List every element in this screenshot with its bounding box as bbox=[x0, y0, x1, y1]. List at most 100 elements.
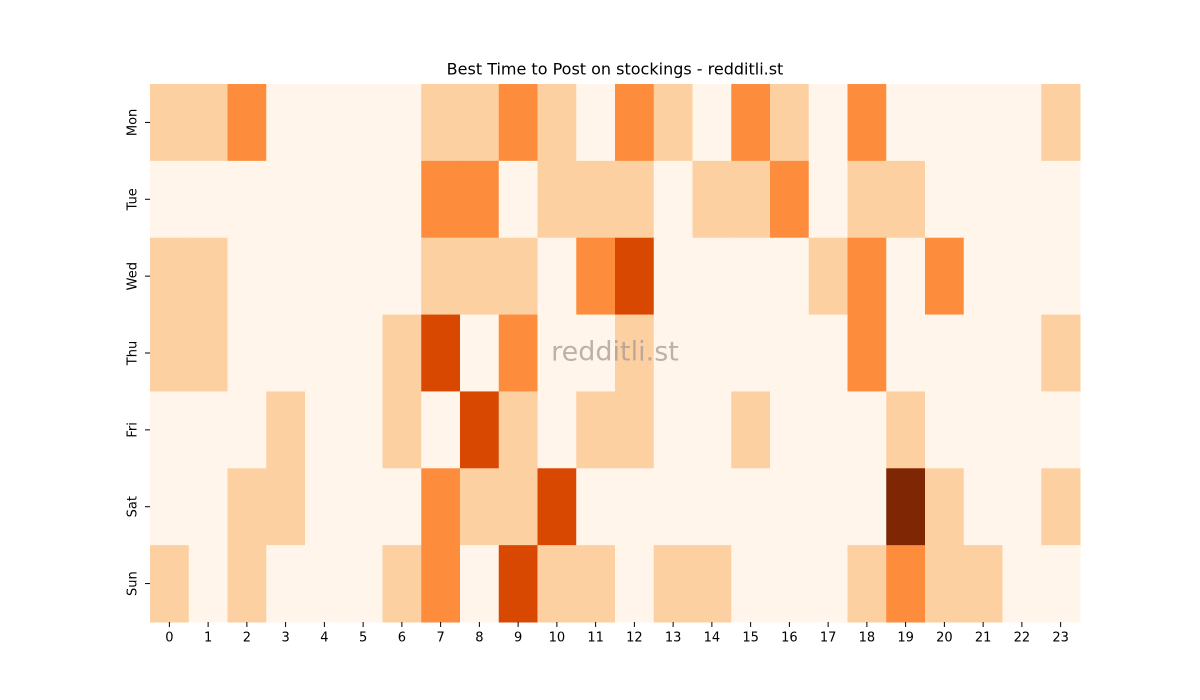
heat-cell bbox=[615, 545, 655, 623]
heat-cell bbox=[537, 468, 577, 546]
heat-cell bbox=[382, 545, 422, 623]
heat-cell bbox=[227, 545, 267, 623]
x-tick-label: 0 bbox=[165, 631, 173, 646]
heat-cell bbox=[925, 84, 965, 162]
heat-cell bbox=[925, 160, 965, 239]
heat-cell bbox=[188, 545, 228, 623]
heat-cell bbox=[808, 545, 848, 623]
x-tick-label: 5 bbox=[359, 631, 367, 646]
heat-cell bbox=[305, 84, 345, 162]
y-tick-label: Mon bbox=[126, 109, 141, 136]
x-tick-label: 3 bbox=[281, 631, 289, 646]
heat-cell bbox=[963, 391, 1003, 469]
heat-cell bbox=[576, 84, 616, 162]
heat-cell bbox=[731, 468, 771, 546]
heat-cell bbox=[1041, 84, 1081, 162]
heat-cell bbox=[653, 314, 693, 392]
heat-cell bbox=[343, 314, 383, 392]
heat-cell bbox=[731, 237, 771, 316]
heat-cell bbox=[498, 237, 538, 316]
heat-cell bbox=[847, 545, 887, 623]
heat-cell bbox=[305, 237, 345, 316]
heat-cell bbox=[1041, 391, 1081, 469]
y-tick-label: Tue bbox=[126, 188, 141, 211]
heat-cell bbox=[188, 391, 228, 469]
y-tick-label: Wed bbox=[126, 262, 141, 290]
heat-cell bbox=[305, 160, 345, 239]
heat-cell bbox=[227, 84, 267, 162]
heat-cell bbox=[925, 237, 965, 316]
heat-cell bbox=[1002, 237, 1042, 316]
heat-cell bbox=[537, 545, 577, 623]
heat-cell bbox=[770, 468, 810, 546]
heat-cell bbox=[188, 314, 228, 392]
heat-cell bbox=[421, 237, 461, 316]
heat-cell bbox=[188, 468, 228, 546]
heat-cell bbox=[808, 314, 848, 392]
heat-cell bbox=[537, 160, 577, 239]
heat-cell bbox=[925, 391, 965, 469]
heat-cell bbox=[343, 237, 383, 316]
heat-cell bbox=[770, 314, 810, 392]
heat-cell bbox=[886, 545, 926, 623]
heat-cell bbox=[770, 84, 810, 162]
heat-cell bbox=[460, 545, 500, 623]
heat-cell bbox=[266, 84, 306, 162]
heat-cell bbox=[692, 84, 732, 162]
heat-cell bbox=[925, 468, 965, 546]
heat-cell bbox=[382, 314, 422, 392]
heat-cell bbox=[692, 160, 732, 239]
heat-cell bbox=[576, 545, 616, 623]
heat-cell bbox=[963, 160, 1003, 239]
heat-cell bbox=[188, 237, 228, 316]
heat-cell bbox=[886, 391, 926, 469]
heat-cell bbox=[460, 84, 500, 162]
heat-cell bbox=[653, 84, 693, 162]
x-tick-label: 6 bbox=[398, 631, 406, 646]
heat-cell bbox=[305, 314, 345, 392]
x-tick-label: 9 bbox=[514, 631, 522, 646]
heat-cell bbox=[382, 237, 422, 316]
heat-cell bbox=[886, 468, 926, 546]
x-tick-label: 8 bbox=[475, 631, 483, 646]
x-tick-label: 7 bbox=[436, 631, 444, 646]
heat-cell bbox=[498, 314, 538, 392]
heat-cell bbox=[460, 160, 500, 239]
y-tick-label: Sun bbox=[126, 571, 141, 596]
heat-cell bbox=[808, 468, 848, 546]
heat-cell bbox=[808, 391, 848, 469]
heat-cell bbox=[343, 468, 383, 546]
heat-cell bbox=[576, 160, 616, 239]
heat-cell bbox=[266, 237, 306, 316]
heat-cell bbox=[615, 314, 655, 392]
heat-cell bbox=[305, 545, 345, 623]
heat-cell bbox=[460, 391, 500, 469]
heat-cell bbox=[266, 314, 306, 392]
heat-cell bbox=[537, 391, 577, 469]
x-tick-label: 11 bbox=[587, 631, 604, 646]
heat-cell bbox=[498, 160, 538, 239]
heat-cell bbox=[188, 160, 228, 239]
heat-cell bbox=[266, 391, 306, 469]
heat-cell bbox=[692, 468, 732, 546]
heat-cell bbox=[1041, 314, 1081, 392]
heat-cell bbox=[731, 545, 771, 623]
heat-cell bbox=[1041, 160, 1081, 239]
heat-cell bbox=[1002, 314, 1042, 392]
heat-cell bbox=[421, 84, 461, 162]
heat-cell bbox=[847, 237, 887, 316]
heat-cell bbox=[963, 314, 1003, 392]
heat-cell bbox=[615, 84, 655, 162]
heat-cell bbox=[847, 314, 887, 392]
heat-cell bbox=[343, 84, 383, 162]
heat-cell bbox=[343, 545, 383, 623]
heat-cell bbox=[150, 160, 190, 239]
heat-cell bbox=[421, 545, 461, 623]
heat-cell bbox=[1041, 545, 1081, 623]
heat-cell bbox=[963, 545, 1003, 623]
heat-cell bbox=[227, 160, 267, 239]
x-tick-label: 1 bbox=[204, 631, 212, 646]
x-tick-label: 22 bbox=[1014, 631, 1031, 646]
heat-cell bbox=[925, 314, 965, 392]
heat-cell bbox=[847, 391, 887, 469]
